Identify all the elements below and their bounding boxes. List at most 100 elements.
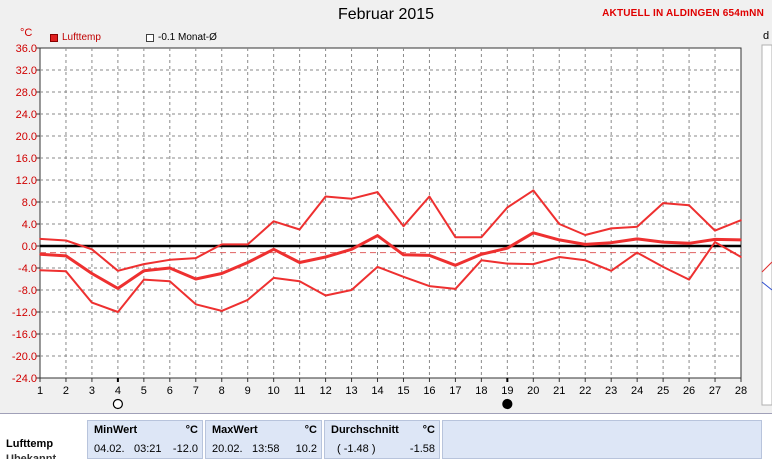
data-point-max <box>584 234 587 236</box>
data-point-max <box>169 258 171 261</box>
data-point-mean <box>558 239 561 241</box>
data-point-max <box>558 223 561 225</box>
legend-swatch-lufttemp <box>50 33 58 42</box>
data-point-max <box>143 263 145 265</box>
x-tick-label: 6 <box>167 385 173 397</box>
min-value: -12.0 <box>172 443 198 455</box>
y-tick-label: -8.0 <box>18 285 37 297</box>
x-tick-label: 24 <box>631 385 643 397</box>
legend-lufttemp[interactable]: Lufttemp <box>50 32 101 43</box>
data-point-min <box>454 288 457 290</box>
data-point-max <box>636 225 638 228</box>
data-point-max <box>376 191 379 193</box>
min-unit: °C <box>185 424 198 436</box>
data-point-min <box>169 280 171 283</box>
data-point-max <box>428 195 431 198</box>
y-tick-label: 24.0 <box>16 109 37 121</box>
x-tick-label: 15 <box>397 385 409 397</box>
data-point-min <box>688 278 690 281</box>
x-tick-label: 21 <box>553 385 565 397</box>
data-point-min <box>143 278 145 281</box>
avg-unit: °C <box>422 424 435 436</box>
data-point-min <box>480 259 483 262</box>
y-tick-label: 8.0 <box>22 197 37 209</box>
data-point-max <box>714 229 716 232</box>
x-tick-label: 22 <box>579 385 591 397</box>
legend-month-mean[interactable]: -0.1 Monat-Ø <box>146 32 217 43</box>
data-point-min <box>272 277 275 279</box>
plot-area <box>39 47 742 379</box>
data-point-mean <box>532 232 535 234</box>
max-time: 13:58 <box>252 443 280 455</box>
data-point-min <box>117 311 119 313</box>
stats-empty-cell <box>442 420 762 459</box>
right-panel-trace-2 <box>761 281 772 291</box>
x-tick-label: 14 <box>371 385 383 397</box>
data-point-max <box>298 228 301 231</box>
stats-avg-cell: Durchschnitt °C ( -1.48 ) -1.58 <box>324 420 440 459</box>
y-tick-label: -12.0 <box>12 307 37 319</box>
stats-max-cell: MaxWert °C 20.02. 13:58 10.2 <box>205 420 322 459</box>
data-point-max <box>91 248 93 251</box>
data-point-min <box>584 259 587 262</box>
data-point-max <box>117 269 119 272</box>
min-time: 03:21 <box>134 443 162 455</box>
y-tick-label: 0.0 <box>22 241 37 253</box>
y-tick-label: 4.0 <box>22 219 37 231</box>
data-point-min <box>532 263 535 265</box>
data-point-max <box>740 219 742 221</box>
x-tick-label: 23 <box>605 385 617 397</box>
data-point-min <box>558 256 561 258</box>
data-point-mean <box>194 278 197 280</box>
day-markers <box>112 378 513 410</box>
x-axis: 1 2 3 4 5 6 7 8 9 10 11 12 13 14 15 16 17 18 19 20 21 22 23 24 2… <box>37 378 747 397</box>
data-point-mean <box>610 241 612 244</box>
stats-row-label: Lufttemp <box>6 438 54 450</box>
x-tick-label: 10 <box>268 385 280 397</box>
data-point-mean <box>688 242 690 245</box>
legend-swatch-month-mean <box>146 33 154 42</box>
data-point-mean <box>454 264 457 267</box>
data-point-min <box>91 301 93 304</box>
avg-header: Durchschnitt <box>331 424 399 436</box>
series-line-max <box>39 189 742 272</box>
x-tick-label: 4 <box>115 385 121 397</box>
series-line-min <box>39 241 742 313</box>
x-tick-label: 26 <box>683 385 695 397</box>
data-point-mean <box>506 247 509 249</box>
data-point-max <box>246 243 249 246</box>
data-point-mean <box>65 255 67 257</box>
max-date: 20.02. <box>212 443 243 455</box>
y-tick-label: 16.0 <box>16 153 37 165</box>
x-tick-label: 8 <box>219 385 225 397</box>
y-tick-label: 32.0 <box>16 65 37 77</box>
x-tick-label: 12 <box>319 385 331 397</box>
y-tick-label: -24.0 <box>12 373 37 385</box>
legend-label-lufttemp: Lufttemp <box>62 32 101 43</box>
data-point-min <box>740 256 742 258</box>
data-point-mean <box>39 253 41 256</box>
y-tick-label: -16.0 <box>12 329 37 341</box>
data-point-mean <box>480 253 483 256</box>
data-point-mean <box>376 234 379 237</box>
y-axis: 36.0 32.0 28.0 24.0 20.0 16.0 12.0 8.0 4.0 0.0 -4.… <box>12 43 40 385</box>
x-tick-label: 27 <box>709 385 721 397</box>
max-value: 10.2 <box>295 443 317 455</box>
stats-panel: Lufttemp Ubekannt MinWert °C 04.02. 03:2… <box>0 413 772 459</box>
min-header: MinWert <box>94 424 138 436</box>
y-tick-label: 28.0 <box>16 87 37 99</box>
y-tick-label: 20.0 <box>16 131 37 143</box>
data-point-mean <box>298 261 301 264</box>
data-point-max <box>39 238 41 240</box>
x-tick-label: 17 <box>449 385 461 397</box>
data-point-min <box>376 266 379 268</box>
data-point-max <box>65 239 67 242</box>
x-tick-label: 5 <box>141 385 147 397</box>
data-point-max <box>480 236 483 238</box>
x-tick-label: 20 <box>527 385 539 397</box>
data-point-mean <box>636 238 638 240</box>
x-tick-label: 13 <box>345 385 357 397</box>
data-point-mean <box>246 261 249 264</box>
data-point-mean <box>584 243 587 246</box>
